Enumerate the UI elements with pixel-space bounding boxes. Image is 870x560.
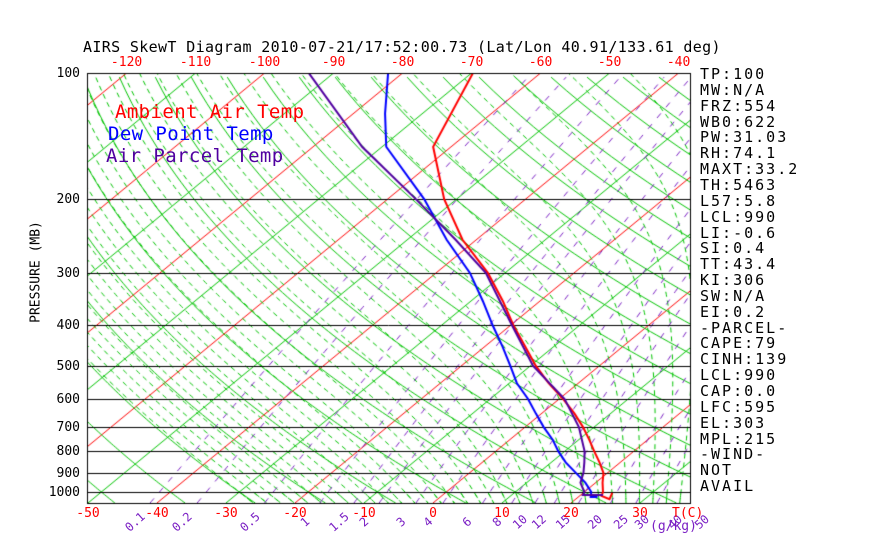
skewt-diagram-window: AIRS SkewT Diagram 2010-07-21/17:52:00.7… [0,0,870,560]
skewt-plot-canvas [0,0,870,560]
